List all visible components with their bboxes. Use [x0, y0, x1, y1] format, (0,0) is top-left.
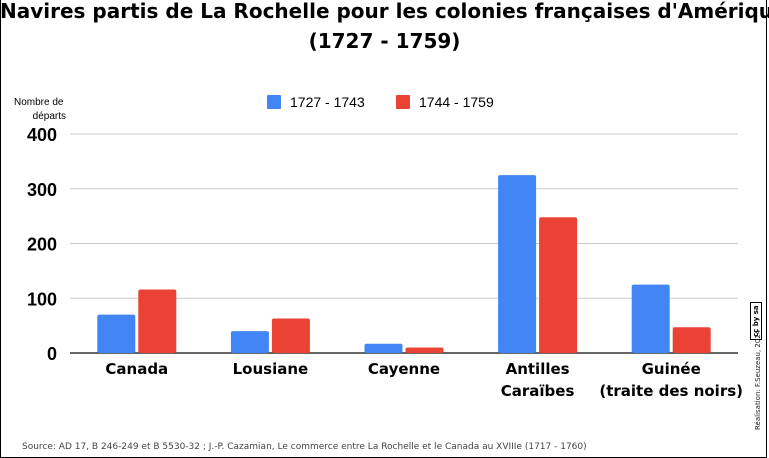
y-tick-label: 300 — [27, 180, 57, 200]
y-axis-label: Nombre de — [14, 97, 64, 108]
legend-label: 1727 - 1743 — [290, 94, 365, 110]
legend-swatch — [267, 95, 281, 109]
y-tick-label: 400 — [27, 125, 57, 145]
bar — [631, 284, 670, 353]
chart-title-years: (1727 - 1759) — [308, 29, 461, 53]
bar — [230, 331, 269, 353]
source-note: Source: AD 17, B 246-249 et B 5530-32 ; … — [22, 442, 587, 452]
x-tick-label: Caraïbes — [501, 382, 575, 400]
legend-label: 1744 - 1759 — [419, 94, 494, 110]
bar — [271, 318, 310, 353]
bar — [97, 314, 136, 353]
y-axis-label: départs — [33, 111, 66, 122]
y-tick-label: 0 — [47, 344, 57, 364]
x-tick-label: Lousiane — [233, 360, 309, 378]
legend-swatch — [396, 95, 410, 109]
x-tick-label: Canada — [105, 360, 168, 378]
bar — [364, 343, 403, 353]
chart-title: Navires partis de La Rochelle pour les c… — [0, 0, 769, 23]
x-tick-label: Antilles — [506, 360, 570, 378]
x-tick-label: (traite des noirs) — [599, 382, 743, 400]
bar — [498, 175, 537, 353]
x-tick-label: Cayenne — [368, 360, 440, 378]
author-credit: Réalisation: F.Seuzeau, 2024 — [754, 329, 762, 430]
x-tick-label: Guinée — [642, 360, 701, 378]
bar — [138, 289, 177, 353]
bar — [405, 347, 444, 353]
y-tick-label: 100 — [27, 289, 57, 309]
bar — [672, 327, 711, 353]
bar — [539, 217, 578, 353]
y-tick-label: 200 — [27, 235, 57, 255]
